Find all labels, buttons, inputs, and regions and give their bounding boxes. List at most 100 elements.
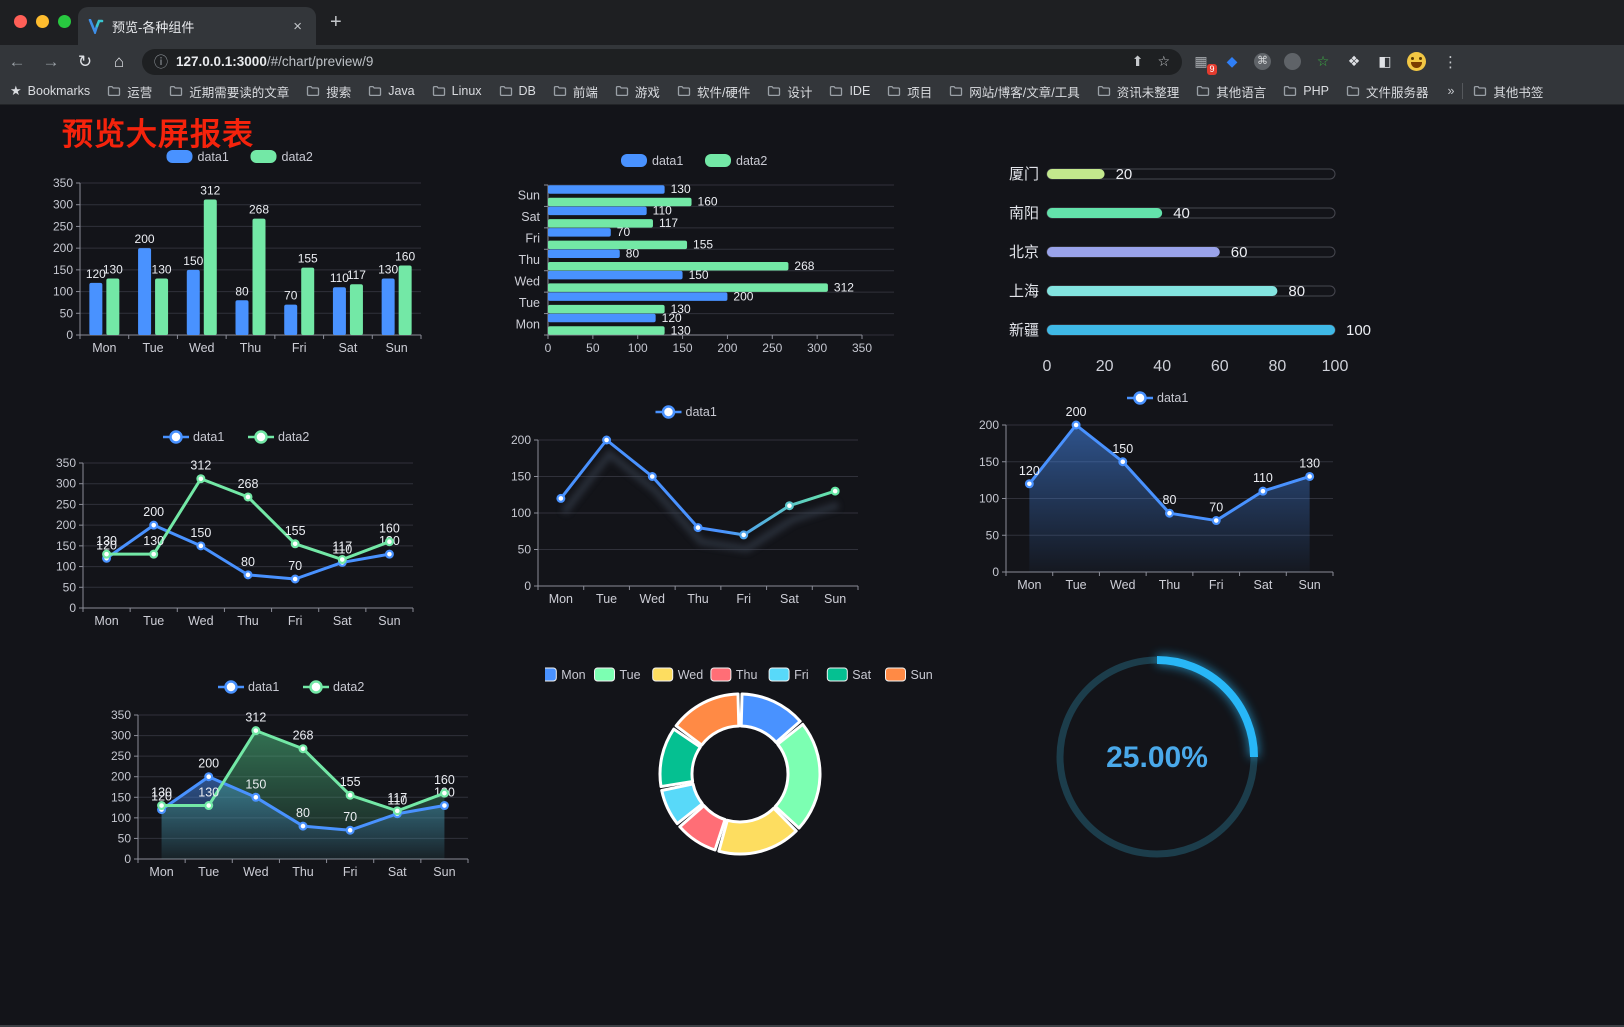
bookmarks-root[interactable]: ★ Bookmarks: [10, 83, 90, 99]
svg-text:Mon: Mon: [516, 317, 540, 331]
bookmark-item[interactable]: 网站/博客/文章/工具: [949, 82, 1080, 101]
site-info-icon[interactable]: ⓘ: [154, 53, 168, 70]
svg-text:70: 70: [617, 225, 631, 239]
address-bar[interactable]: ⓘ 127.0.0.1:3000/#/chart/preview/9 ⬆ ☆: [142, 48, 1182, 75]
svg-text:150: 150: [1112, 442, 1133, 456]
other-bookmarks[interactable]: 其他书签: [1473, 82, 1543, 101]
svg-text:Sun: Sun: [433, 865, 455, 879]
svg-text:80: 80: [235, 284, 249, 298]
profile-avatar[interactable]: [1407, 52, 1426, 71]
bookmark-item[interactable]: 设计: [767, 82, 812, 101]
folder-icon: [888, 85, 901, 97]
bookmark-item[interactable]: 资讯未整理: [1097, 82, 1179, 101]
svg-text:150: 150: [245, 777, 266, 791]
tab-close-icon[interactable]: ×: [293, 17, 302, 35]
svg-text:Thu: Thu: [1159, 578, 1181, 592]
folder-icon: [108, 85, 121, 97]
progress-chart-canvas: 厦门 20 南阳 40 北京 60 上海 80 新疆 100 0 20 40 60 80 100: [1009, 166, 1371, 375]
folder-icon: [170, 85, 183, 97]
svg-text:Mon: Mon: [92, 341, 116, 355]
svg-text:250: 250: [56, 497, 76, 511]
gem-extension-icon[interactable]: ◆: [1226, 53, 1238, 69]
svg-text:120: 120: [151, 790, 172, 804]
svg-text:120: 120: [96, 538, 117, 552]
forward-icon[interactable]: →: [42, 51, 60, 71]
browser-tab[interactable]: 预览-各种组件 ×: [78, 7, 316, 45]
bookmarks-overflow-chevron[interactable]: »: [1447, 84, 1455, 98]
url-text: 127.0.0.1:3000/#/chart/preview/9: [176, 54, 373, 69]
dashboard-preview-page: 预览大屏报表 data1 data2 0 50 100 150 200 250 300 350 Mo…: [0, 105, 1624, 1025]
close-window-button[interactable]: [14, 15, 27, 28]
minimize-window-button[interactable]: [36, 15, 49, 28]
svg-text:268: 268: [238, 477, 259, 491]
bookmark-item[interactable]: PHP: [1283, 84, 1329, 98]
svg-text:110: 110: [332, 542, 352, 556]
bookmark-item[interactable]: 游戏: [615, 82, 660, 101]
progress-gauge: 25.00%: [1040, 635, 1275, 885]
svg-text:155: 155: [298, 252, 318, 266]
svg-text:100: 100: [511, 506, 531, 520]
tab-title: 预览-各种组件: [112, 19, 195, 35]
svg-text:120: 120: [1019, 464, 1040, 478]
home-icon[interactable]: ⌂: [113, 51, 125, 71]
folder-icon: [950, 85, 963, 97]
svg-text:70: 70: [284, 289, 298, 303]
svg-text:130: 130: [671, 302, 691, 316]
window-bottom-edge: [0, 1025, 1624, 1027]
reload-icon[interactable]: ↻: [77, 51, 93, 71]
share-icon[interactable]: ⬆: [1131, 53, 1144, 69]
traffic-lights: [14, 15, 71, 28]
bookmark-item[interactable]: 文件服务器: [1346, 82, 1428, 101]
bookmark-item[interactable]: DB: [499, 84, 536, 98]
svg-text:100: 100: [1322, 358, 1349, 375]
bookmarks-star-icon: ★: [10, 83, 22, 98]
puzzle-extensions-icon[interactable]: ❖: [1347, 53, 1361, 69]
svg-text:Fri: Fri: [288, 614, 303, 628]
bookmark-item[interactable]: 前端: [553, 82, 598, 101]
bookmark-item[interactable]: Java: [368, 84, 415, 98]
folder-icon: [1284, 85, 1297, 97]
folder-icon: [1097, 85, 1110, 97]
zoom-window-button[interactable]: [58, 15, 71, 28]
bar-chart-canvas: data1 data2 0 50 100 150 200 250 300 350 Mon Tue Wed…: [53, 150, 422, 355]
bookmark-star-icon[interactable]: ☆: [1157, 53, 1170, 69]
bookmark-item[interactable]: 项目: [887, 82, 932, 101]
bookmarks-label: Bookmarks: [27, 84, 91, 98]
svg-text:70: 70: [1209, 501, 1223, 515]
svg-text:data2: data2: [333, 680, 364, 694]
svg-text:268: 268: [249, 203, 269, 217]
bookmark-item[interactable]: IDE: [829, 84, 870, 98]
recorder-extension-icon[interactable]: [1284, 53, 1301, 70]
new-tab-button[interactable]: +: [330, 11, 342, 33]
svg-text:data1: data1: [193, 430, 224, 444]
svg-text:155: 155: [693, 238, 713, 252]
svg-text:Sat: Sat: [388, 865, 407, 879]
url-path: /#/chart/preview/9: [266, 54, 374, 69]
bookmark-item[interactable]: 运营: [107, 82, 152, 101]
bookmark-item[interactable]: 搜索: [306, 82, 351, 101]
side-panel-icon[interactable]: ◧: [1378, 53, 1392, 69]
svg-text:350: 350: [56, 456, 76, 470]
tabs-grid-extension-icon[interactable]: ▦ 9: [1192, 53, 1217, 75]
svg-text:Thu: Thu: [237, 614, 259, 628]
svg-text:100: 100: [56, 560, 76, 574]
bookmark-item[interactable]: 软件/硬件: [677, 82, 750, 101]
gauge-canvas: 25.00%: [1056, 655, 1259, 858]
star-extension-icon[interactable]: ☆: [1316, 53, 1330, 69]
area-line-canvas: data1 0 50 100 150 200 Mon Tue Wed Thu Fri Sat Sun 12…: [979, 391, 1334, 592]
browser-menu-icon[interactable]: ⋮: [1443, 53, 1458, 71]
svg-text:data1: data1: [686, 405, 717, 419]
svg-text:50: 50: [986, 528, 1000, 542]
extension-badge: 9: [1206, 64, 1217, 75]
bookmark-item[interactable]: Linux: [432, 84, 482, 98]
bookmark-item[interactable]: 其他语言: [1196, 82, 1266, 101]
svg-text:Mon: Mon: [561, 668, 585, 682]
svg-text:Fri: Fri: [525, 232, 540, 246]
svg-text:130: 130: [152, 263, 172, 277]
back-icon[interactable]: ←: [8, 51, 26, 71]
bookmark-item[interactable]: 近期需要读的文章: [169, 82, 289, 101]
svg-text:100: 100: [111, 811, 131, 825]
command-extension-icon[interactable]: ⌘: [1254, 53, 1271, 70]
